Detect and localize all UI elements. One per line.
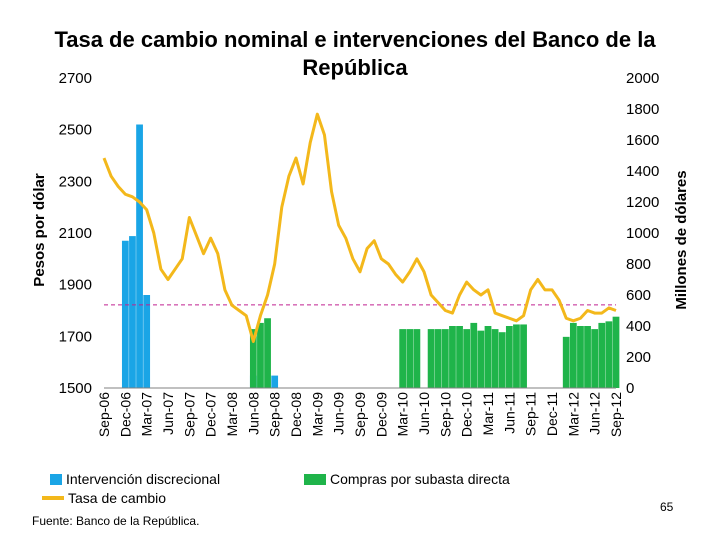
bar-auction	[498, 332, 506, 388]
source-note: Fuente: Banco de la República.	[32, 514, 200, 528]
x-tick-label: Dec-06	[117, 392, 133, 437]
bar-auction	[456, 326, 463, 388]
exchange-rate-line	[102, 112, 617, 343]
y-left-tick-label: 1700	[59, 328, 92, 345]
y-right-tick-label: 1600	[626, 132, 659, 149]
bar-auction	[406, 329, 414, 388]
y-right-tick-label: 1000	[626, 225, 659, 242]
bar-discretionary	[143, 295, 151, 388]
bar-auction	[584, 326, 591, 388]
y-right-tick-label: 800	[626, 256, 651, 273]
x-tick-label: Mar-10	[395, 392, 411, 437]
x-tick-label: Mar-09	[309, 392, 325, 437]
x-tick-label: Jun-09	[331, 392, 347, 435]
bar-auction	[598, 322, 606, 388]
bar-auction	[520, 324, 527, 388]
legend-label-discretionary: Intervención discrecional	[66, 471, 221, 487]
legend-swatch-green	[304, 473, 326, 485]
bar-discretionary	[136, 124, 143, 388]
bar-auction	[491, 329, 499, 388]
y-right-tick-label: 0	[626, 380, 634, 397]
bar-auction	[505, 326, 513, 388]
x-tick-label: Sep-06	[96, 392, 112, 437]
x-tick-label: Dec-09	[373, 392, 389, 437]
x-tick-label: Jun-11	[501, 392, 517, 434]
legend-swatch-blue	[50, 473, 62, 485]
legend-swatch-orange	[42, 496, 64, 500]
bar-auction	[257, 322, 264, 388]
bar-auction	[612, 316, 620, 388]
y-right-axis-title: Millones de dólares	[673, 170, 690, 309]
bar-auction	[477, 330, 485, 388]
x-tick-label: Dec-11	[544, 392, 560, 436]
bar-auction	[434, 329, 442, 388]
x-tick-label: Sep-07	[181, 392, 197, 437]
bar-auction	[249, 329, 257, 388]
y-right-tick-label: 600	[626, 287, 651, 304]
page-number: 65	[660, 500, 674, 514]
x-tick-label: Jun-12	[587, 392, 603, 435]
bar-auction	[484, 326, 492, 388]
bar-discretionary	[121, 240, 129, 388]
bar-auction	[605, 321, 613, 388]
bar-auction	[413, 329, 421, 388]
y-right-tick-label: 2000	[626, 70, 659, 87]
bar-auction	[463, 329, 471, 388]
x-tick-label: Mar-12	[565, 392, 581, 437]
y-right-tick-label: 1800	[626, 101, 659, 118]
x-tick-label: Dec-07	[203, 392, 219, 437]
bar-auction	[449, 326, 456, 388]
x-tick-label: Sep-11	[523, 392, 539, 436]
bar-auction	[470, 322, 478, 388]
x-tick-label: Sep-09	[352, 392, 368, 437]
bar-auction	[264, 318, 271, 388]
x-tick-label: Dec-08	[288, 392, 304, 437]
legend-discretionary: Intervención discrecional	[50, 470, 220, 488]
legend-label-exchange-rate: Tasa de cambio	[68, 490, 167, 506]
x-tick-label: Jun-08	[245, 392, 261, 435]
bar-auction	[513, 324, 520, 388]
legend-exchange-rate: Tasa de cambio	[42, 489, 166, 507]
y-right-tick-label: 400	[626, 318, 651, 335]
bar-auction	[441, 329, 449, 388]
bar-discretionary	[271, 375, 279, 388]
y-left-tick-label: 2100	[59, 225, 92, 242]
bar-discretionary	[129, 236, 136, 388]
x-tick-label: Sep-10	[437, 392, 453, 437]
bar-auction	[562, 336, 570, 388]
x-tick-label: Jun-10	[416, 392, 432, 435]
y-left-tick-label: 1500	[59, 380, 92, 397]
y-right-tick-label: 1400	[626, 163, 659, 180]
x-tick-label: Dec-10	[459, 392, 475, 437]
x-tick-label: Jun-07	[160, 392, 176, 435]
y-right-tick-label: 1200	[626, 194, 659, 211]
exchange-rate-chart: 1500 1700 1900 2100 2300 2500 2700 0 200 400 600 80…	[31, 70, 690, 437]
x-tick-label: Mar-07	[139, 392, 155, 437]
bar-auction	[427, 329, 435, 388]
x-tick-label: Sep-08	[267, 392, 283, 437]
y-right-tick-label: 200	[626, 349, 651, 366]
bar-auction	[577, 326, 584, 388]
chart-title: Tasa de cambio nominal e intervenciones …	[54, 27, 656, 80]
x-tick-label: Sep-12	[608, 392, 624, 437]
y-left-axis-title: Pesos por dólar	[31, 173, 48, 287]
y-left-tick-label: 1900	[59, 277, 92, 294]
x-tick-label: Mar-08	[224, 392, 240, 437]
y-left-tick-label: 2500	[59, 122, 92, 139]
y-left-tick-label: 2700	[59, 70, 92, 87]
x-tick-label: Mar-11	[480, 392, 496, 436]
y-left-tick-label: 2300	[59, 173, 92, 190]
legend-label-auction: Compras por subasta directa	[330, 471, 510, 487]
legend-auction: Compras por subasta directa	[304, 470, 510, 488]
bar-auction	[569, 322, 577, 388]
bar-auction	[591, 329, 599, 388]
bar-auction	[399, 329, 407, 388]
